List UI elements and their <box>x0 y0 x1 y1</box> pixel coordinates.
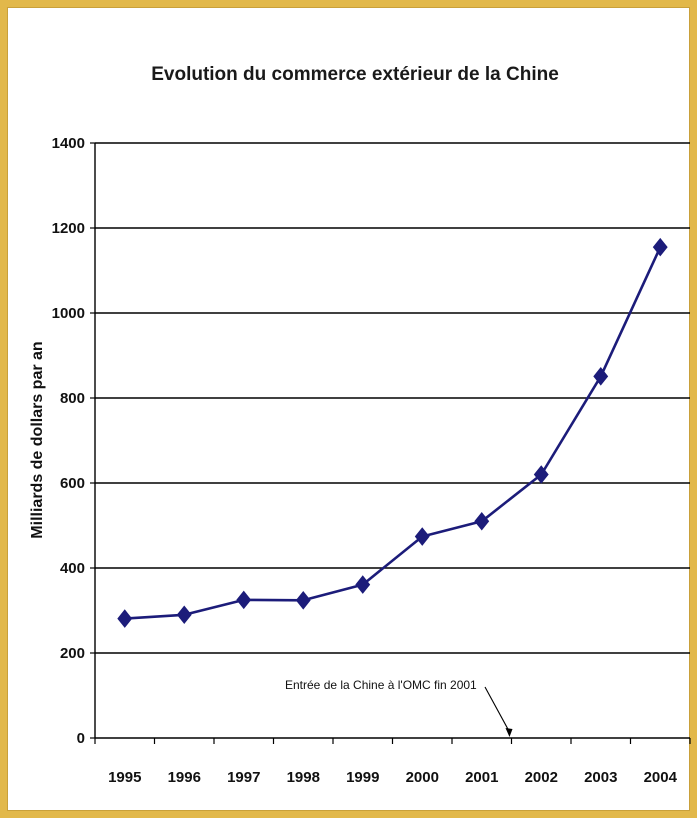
y-tick-label: 1400 <box>52 135 85 152</box>
y-tick-label: 1000 <box>52 305 85 322</box>
axes <box>90 142 691 744</box>
gridlines <box>95 142 690 654</box>
x-tick-label: 2000 <box>406 769 439 786</box>
y-tick-label: 0 <box>77 730 85 747</box>
data-point-1997 <box>236 590 252 610</box>
x-tick-label: 2001 <box>465 769 498 786</box>
y-axis-label: Milliards de dollars par an <box>29 341 46 538</box>
y-tick-label: 400 <box>60 560 85 577</box>
data-series <box>117 237 668 628</box>
y-tick-label: 600 <box>60 475 85 492</box>
x-tick-label: 1995 <box>108 769 141 786</box>
data-point-1996 <box>176 605 192 625</box>
y-tick-label: 200 <box>60 645 85 662</box>
y-tick-labels: 0 200 400 600 800 1000 1200 1400 <box>52 135 85 747</box>
chart-title: Evolution du commerce extérieur de la Ch… <box>151 64 559 85</box>
data-point-2002 <box>533 465 549 484</box>
y-tick-label: 1200 <box>52 220 85 237</box>
x-tick-label: 1997 <box>227 769 260 786</box>
x-tick-label: 1999 <box>346 769 379 786</box>
data-point-1995 <box>117 609 133 628</box>
data-point-2000 <box>414 527 430 546</box>
y-tick-label: 800 <box>60 390 85 407</box>
x-tick-label: 2004 <box>644 769 678 786</box>
data-point-1999 <box>355 575 371 594</box>
data-point-1998 <box>295 590 311 610</box>
annotation-arrow <box>484 686 510 733</box>
annotation-omc: Entrée de la Chine à l'OMC fin 2001 <box>285 678 477 692</box>
x-tick-label: 1996 <box>168 769 201 786</box>
annotation-arrowhead <box>505 728 513 737</box>
series-line <box>124 246 662 620</box>
data-point-2003 <box>593 367 609 386</box>
annotations: Entrée de la Chine à l'OMC fin 2001 <box>285 678 513 737</box>
x-tick-label: 2003 <box>584 769 617 786</box>
data-point-2004 <box>652 237 668 257</box>
chart-frame-inner <box>7 7 690 811</box>
x-tick-label: 1998 <box>287 769 320 786</box>
data-point-2001 <box>474 511 490 531</box>
x-tick-label: 2002 <box>525 769 558 786</box>
x-tick-labels: 1995 1996 1997 1998 1999 2000 2001 2002 2003 2004 <box>108 769 678 786</box>
